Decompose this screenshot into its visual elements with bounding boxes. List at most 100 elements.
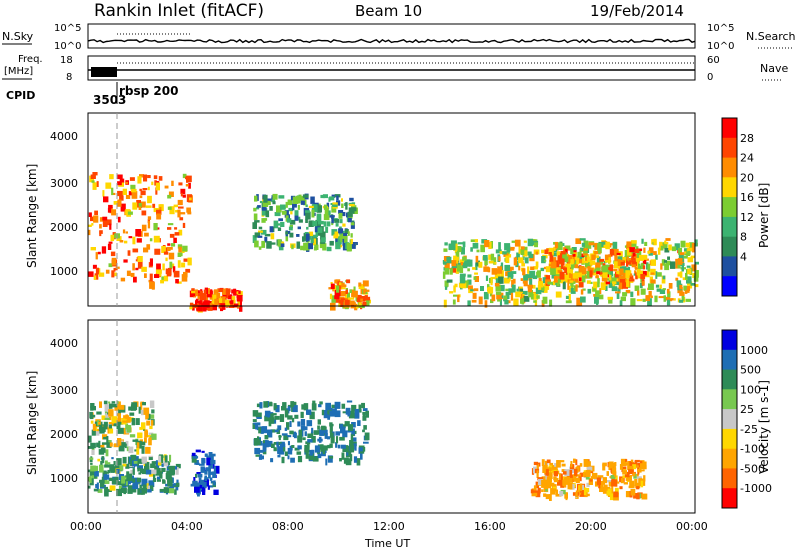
vel-cells-cell (142, 468, 146, 475)
vel-cells-cell (569, 483, 574, 490)
vel-cells-cell (268, 402, 273, 407)
vel-cells-cell (317, 425, 320, 430)
vel-cells-cell (334, 410, 341, 418)
vel-cells-cell (198, 463, 202, 466)
vel-cells-cell (559, 491, 564, 497)
power-cells-cell (562, 281, 566, 290)
power-cells-cell (655, 284, 660, 288)
vel-cells-cell (118, 445, 125, 452)
power-cells-cell (93, 275, 97, 280)
power-cells-cell (626, 248, 632, 256)
power-cells-cell (196, 305, 202, 311)
power-cells-cell (290, 211, 293, 215)
power-cells-cell (503, 277, 510, 284)
power-cells-cell (331, 222, 334, 226)
power-colorbar-swatch (722, 256, 737, 277)
vel-cells-cell (143, 407, 150, 415)
power-cells-cell (542, 296, 548, 304)
vel-cells-cell (628, 485, 635, 489)
vel-cells-cell (96, 411, 102, 415)
power-cells-cell (630, 291, 634, 298)
power-cells-cell (258, 226, 263, 230)
vel-cells-cell (346, 447, 351, 453)
vel-cells-cell (279, 414, 285, 422)
power-cells-cell (643, 247, 646, 253)
power-cells-cell (601, 275, 608, 282)
power-cells-cell (484, 240, 490, 248)
power-cells-cell (586, 254, 590, 261)
power-cells-cell (269, 206, 273, 211)
power-cells-cell (360, 296, 366, 302)
xtick-2000: 20:00 (575, 520, 607, 533)
power-cells-cell (629, 275, 634, 280)
vel-cells-cell (575, 459, 578, 466)
power-cells-cell (648, 283, 654, 290)
power-cells-cell (171, 180, 174, 186)
power-cells-cell (135, 259, 138, 262)
power-cells-cell (655, 254, 658, 260)
power-cells-cell (138, 203, 142, 208)
power-cells-cell (273, 220, 279, 229)
vel-cells-cell (363, 441, 369, 444)
vel-cells-cell (252, 419, 257, 422)
power-cells-cell (494, 282, 500, 287)
power-cells-cell (687, 268, 692, 275)
vel-cells-cell (325, 402, 331, 411)
power-cells-cell (237, 299, 240, 306)
vel-cells-cell (276, 441, 279, 447)
vel-cells-cell (578, 485, 581, 491)
power-cells-cell (319, 242, 326, 249)
power-cells-cell (316, 213, 322, 222)
power-cells-cell (634, 266, 641, 269)
power-cells-cell (261, 232, 267, 235)
power-cells-cell (155, 182, 160, 191)
power-cells-cell (285, 201, 288, 208)
vel-cells-cell (633, 493, 638, 499)
vel-cells-cell (586, 488, 590, 493)
power-cells-cell (312, 220, 317, 227)
vel-cells-cell (545, 489, 548, 492)
power-cells-cell (364, 295, 368, 298)
power-cells-cell (90, 247, 96, 251)
vel-cells-cell (125, 440, 129, 446)
power-cells-cell (351, 289, 354, 298)
power-cells-cell (306, 226, 309, 230)
power-colorbar-tick: 20 (740, 171, 754, 184)
vel-cells-cell (281, 456, 285, 464)
power-cells-cell (90, 216, 95, 222)
power-cells-cell (561, 258, 565, 266)
power-cells-cell (567, 255, 572, 261)
vel-cells-cell (147, 413, 151, 420)
power-cells-cell (102, 216, 108, 221)
power-cells-cell (576, 257, 580, 265)
power-cells-cell (601, 265, 608, 273)
power-cells-cell (173, 204, 178, 208)
power-cells-cell (625, 270, 632, 278)
vel-cells-cell (164, 455, 168, 463)
vel-cells-cell (579, 472, 583, 477)
power-cells-cell (657, 247, 661, 255)
power-cells-cell (147, 195, 152, 204)
vel-cells-cell (114, 405, 119, 411)
power-cells-cell (308, 243, 313, 250)
vel-cells-cell (154, 465, 158, 473)
power-cells-cell (179, 217, 184, 221)
power-ytick-2000: 2000 (50, 221, 78, 234)
vel-cells-cell (119, 465, 124, 471)
power-cells-cell (137, 256, 143, 262)
vel-cells-cell (350, 433, 354, 442)
velocity-colorbar-swatch (722, 409, 737, 430)
power-cells-cell (593, 255, 599, 258)
power-cells-cell (626, 280, 630, 288)
power-cells-cell (657, 272, 662, 277)
power-cells-cell (125, 181, 129, 184)
vel-cells-cell (136, 442, 140, 450)
vel-cells-cell (330, 436, 335, 444)
vel-cells-cell (589, 479, 593, 482)
vel-cells-cell (335, 442, 338, 448)
power-cells-cell (181, 262, 186, 268)
power-colorbar-tick: 12 (740, 211, 754, 224)
power-cells-cell (366, 300, 370, 306)
power-cells-cell (553, 246, 556, 251)
power-cells-cell (272, 201, 276, 205)
